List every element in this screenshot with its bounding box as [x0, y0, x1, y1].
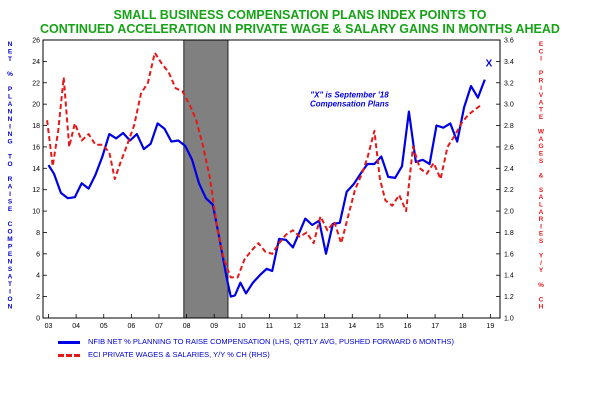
y-right-tick-label: 1.8: [504, 230, 514, 237]
plot-frame: [42, 39, 501, 319]
y-right-tick-label: 3.0: [504, 102, 514, 109]
x-tick-label: 09: [210, 323, 218, 330]
x-tick-label: 12: [293, 323, 301, 330]
y-right-tick-label: 1.6: [504, 251, 514, 258]
legend-item-nfib: NFIB NET % PLANNING TO RAISE COMPENSATIO…: [58, 337, 454, 346]
x-tick-label: 16: [404, 323, 412, 330]
x-tick-label: 18: [459, 323, 467, 330]
x-tick-label: 11: [266, 323, 273, 330]
x-tick-label: 06: [127, 323, 135, 330]
y-right-tick-label: 2.6: [504, 144, 514, 151]
legend-label-nfib: NFIB NET % PLANNING TO RAISE COMPENSATIO…: [88, 337, 455, 346]
annotation-x-marker: X: [486, 59, 493, 70]
y-left-tick-label: 12: [32, 187, 40, 194]
x-tick-label: 14: [348, 323, 356, 330]
x-tick-label: 05: [100, 323, 108, 330]
y-left-tick-label: 4: [36, 273, 40, 280]
y-left-tick-label: 16: [32, 144, 40, 151]
annotation-line-1: "X" is September '18: [310, 91, 389, 100]
y-left-tick-label: 2: [36, 294, 40, 301]
x-tick-label: 19: [486, 323, 494, 330]
y-left-tick-label: 18: [32, 123, 40, 130]
y-right-tick-label: 1.4: [504, 273, 514, 280]
x-tick-label: 13: [321, 323, 329, 330]
y-left-tick-label: 26: [32, 38, 40, 45]
legend-swatch-nfib: [58, 340, 80, 344]
y-left-tick-label: 22: [32, 80, 40, 87]
y-left-tick-label: 20: [32, 102, 40, 109]
annotation-line-2: Compensation Plans: [310, 99, 390, 108]
x-tick-label: 04: [72, 323, 80, 330]
legend-swatch-eci: [58, 353, 80, 357]
y-left-tick-label: 24: [32, 59, 40, 66]
y-right-tick-label: 1.0: [504, 316, 514, 323]
x-tick-label: 07: [155, 323, 163, 330]
series-line-eci: [46, 51, 483, 279]
y-right-tick-label: 3.2: [504, 80, 514, 87]
y-right-tick-label: 2.8: [504, 123, 514, 130]
recession-shade: [183, 39, 229, 319]
y-left-tick-label: 6: [36, 251, 40, 258]
y-right-tick-label: 1.2: [504, 294, 514, 301]
x-tick-label: 03: [45, 323, 53, 330]
x-tick-label: 17: [431, 323, 439, 330]
legend-label-eci: ECI PRIVATE WAGES & SALARIES, Y/Y % CH (…: [88, 350, 270, 359]
y-right-tick-label: 3.6: [504, 38, 514, 45]
y-right-tick-label: 3.4: [504, 59, 514, 66]
chart-title-line-2: CONTINUED ACCELERATION IN PRIVATE WAGE &…: [40, 22, 560, 36]
chart-title-line-1: SMALL BUSINESS COMPENSATION PLANS INDEX …: [113, 8, 487, 22]
y-left-tick-label: 0: [36, 316, 40, 323]
x-tick-label: 10: [238, 323, 246, 330]
x-tick-label: 08: [183, 323, 191, 330]
legend-item-eci: ECI PRIVATE WAGES & SALARIES, Y/Y % CH (…: [58, 350, 270, 359]
y-left-tick-label: 10: [32, 209, 40, 216]
y-right-tick-label: 2.4: [504, 166, 514, 173]
series-line-nfib: [47, 79, 486, 298]
x-tick-label: 15: [376, 323, 384, 330]
y-right-tick-label: 2.0: [504, 209, 514, 216]
y-left-tick-label: 8: [36, 230, 40, 237]
y-left-tick-label: 14: [32, 166, 40, 173]
y-right-tick-label: 2.2: [504, 187, 514, 194]
